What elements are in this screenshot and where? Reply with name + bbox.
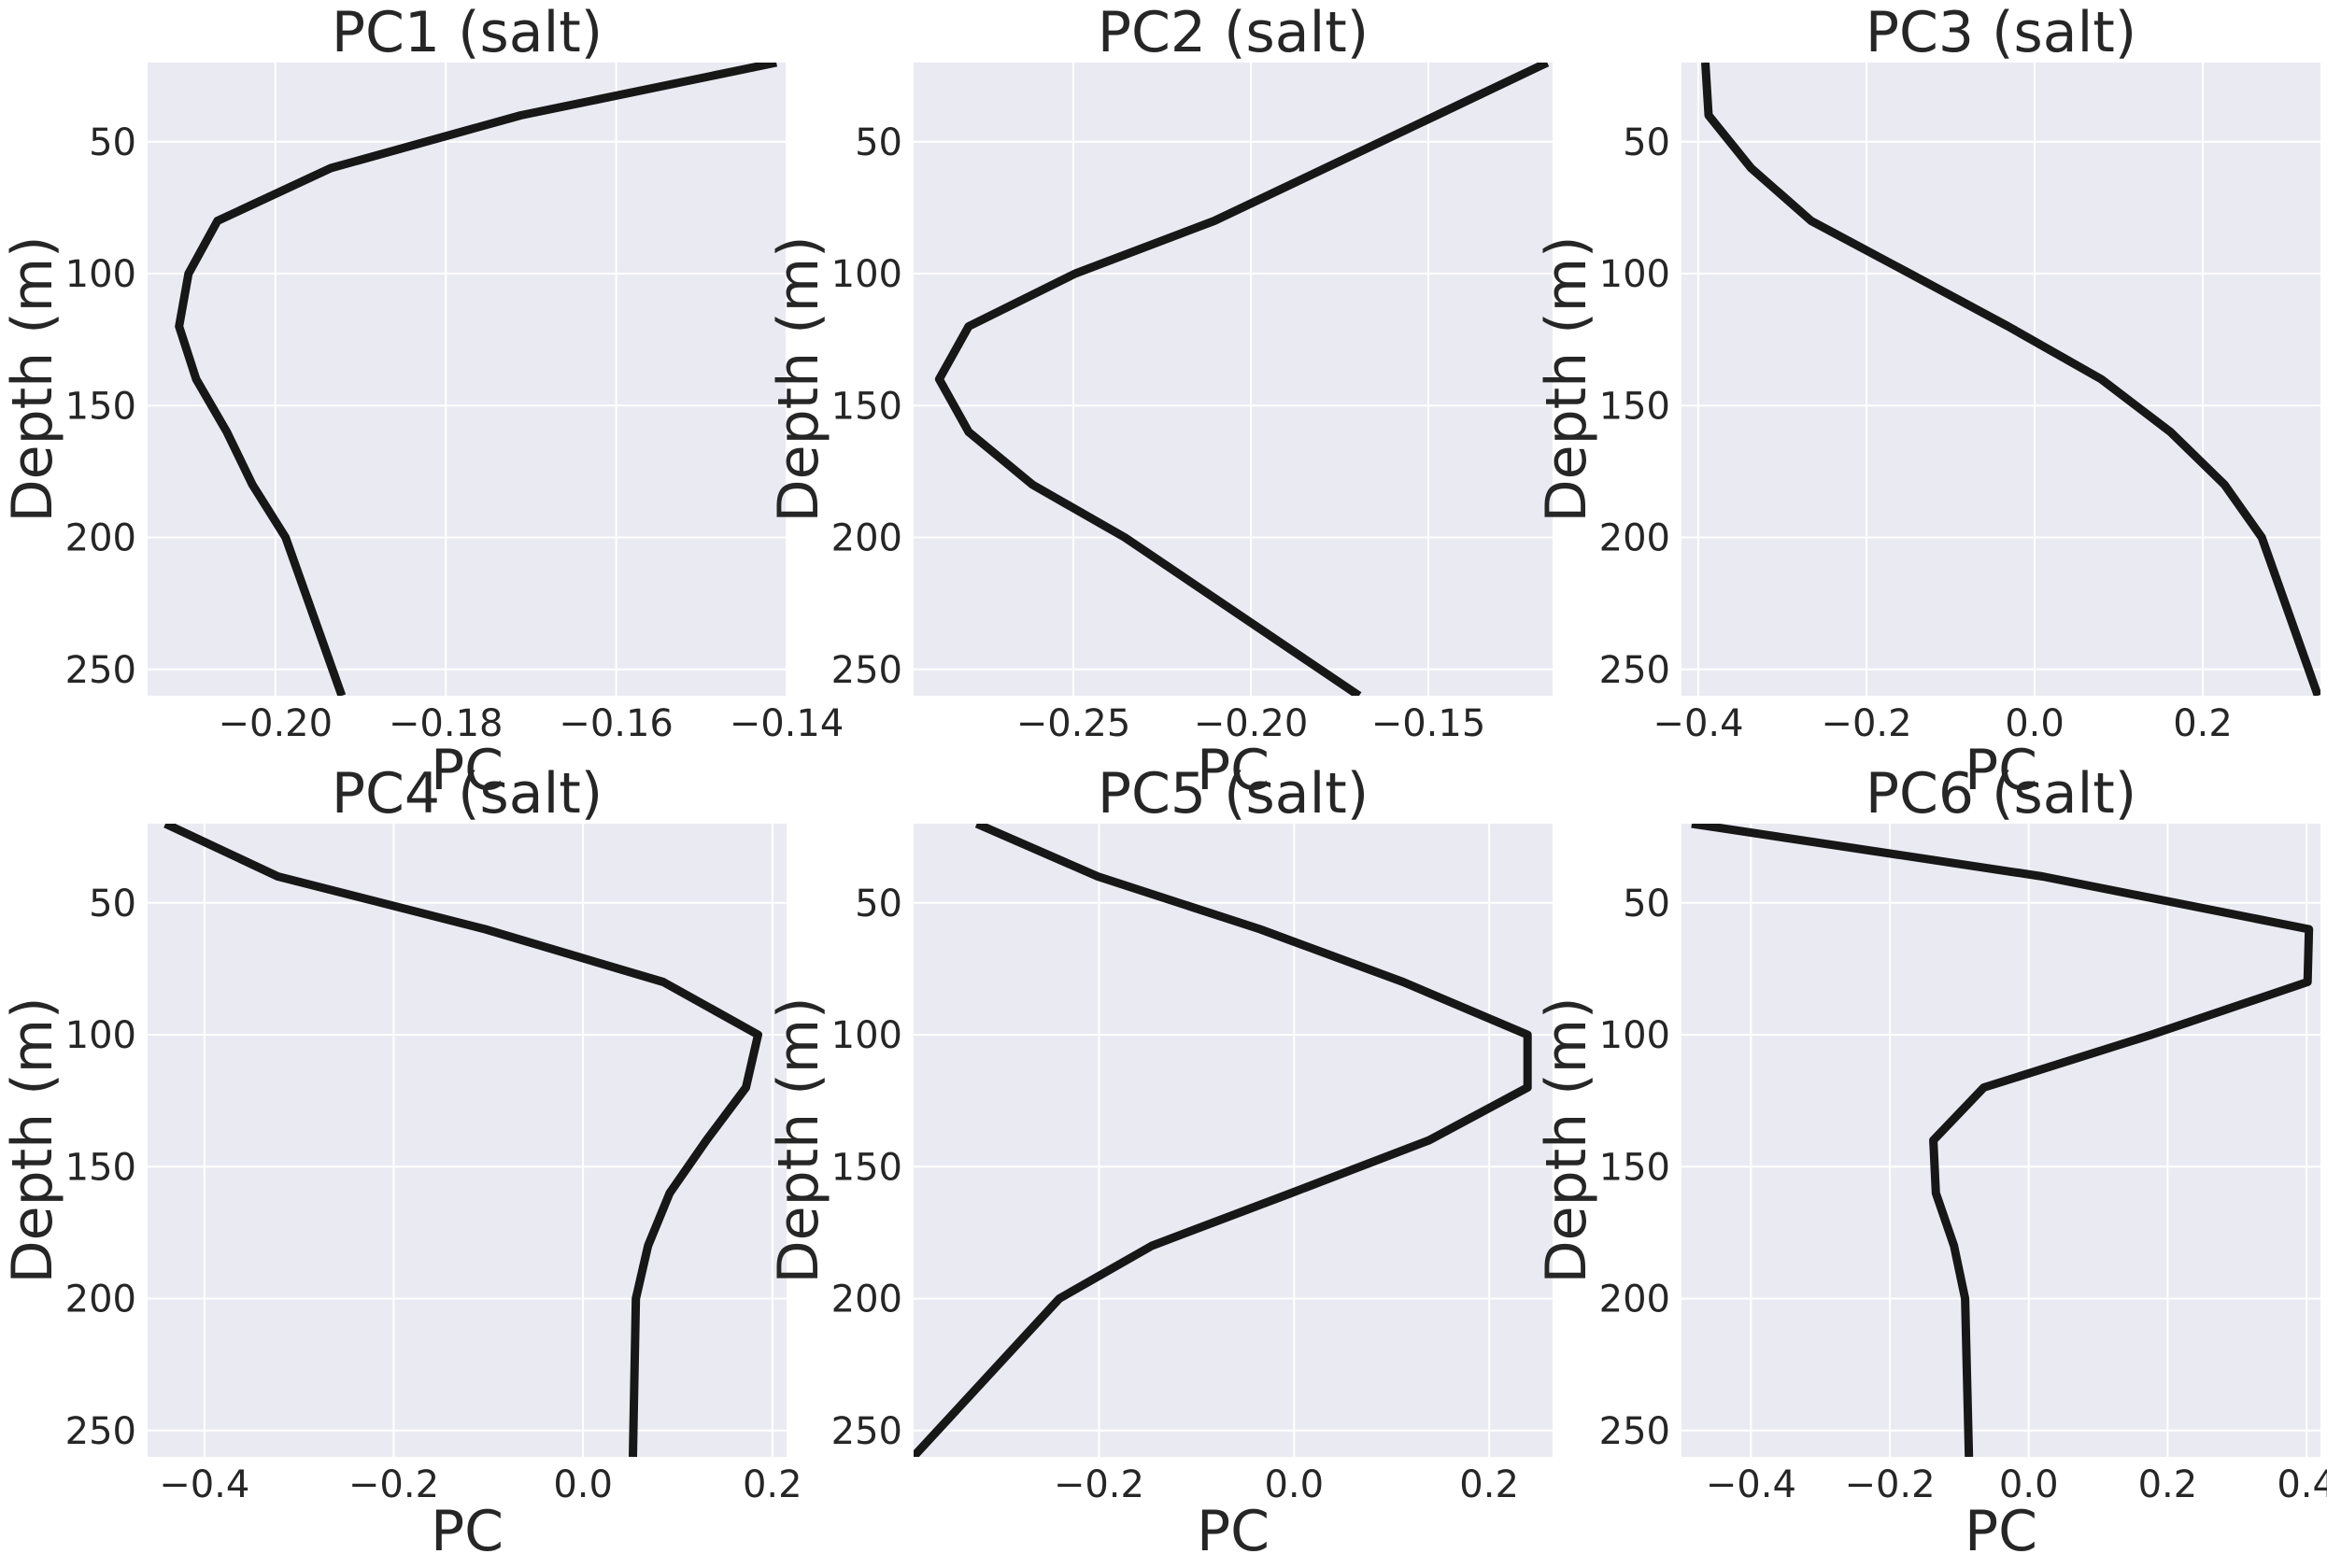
- plot-area: [914, 824, 1553, 1457]
- chart-title: PC2 (salt): [1098, 0, 1369, 65]
- x-tick-label: −0.2: [1844, 1463, 1935, 1506]
- x-tick-label: −0.2: [1054, 1463, 1144, 1506]
- x-tick-label: −0.2: [348, 1463, 439, 1506]
- chart-title: PC3 (salt): [1866, 0, 2136, 65]
- x-tick-label: 0.0: [2005, 702, 2065, 745]
- x-tick-label: 0.2: [2138, 1463, 2198, 1506]
- x-tick-label: 0.4: [2277, 1463, 2327, 1506]
- y-axis-label: Depth (m): [1534, 996, 1599, 1283]
- y-tick-label: 250: [65, 649, 136, 692]
- y-tick-label: 200: [1599, 517, 1670, 560]
- x-axis-label: PC: [1197, 738, 1270, 803]
- profile-line-pc4: [163, 824, 762, 1457]
- y-tick-label: 100: [831, 1014, 902, 1057]
- panel-pc1: −0.20 −0.18 −0.16 −0.14 50 100 150 200 250 PC1 (s…: [0, 0, 844, 803]
- y-tick-label: 150: [831, 385, 902, 428]
- y-tick-label: 150: [831, 1146, 902, 1189]
- y-axis-label: Depth (m): [766, 996, 831, 1283]
- x-tick-label: −0.16: [559, 702, 674, 745]
- x-tick-label: −0.14: [730, 702, 844, 745]
- y-tick-label: 100: [831, 253, 902, 296]
- y-tick-label: 100: [65, 253, 136, 296]
- profile-line-pc3: [1701, 63, 2320, 696]
- x-tick-label: 0.0: [553, 1463, 613, 1506]
- y-tick-label: 250: [65, 1410, 136, 1453]
- y-tick-label: 100: [1599, 1014, 1670, 1057]
- y-tick-label: 250: [1599, 649, 1670, 692]
- plot-area: [148, 824, 787, 1457]
- chart-title: PC6 (salt): [1866, 761, 2136, 826]
- y-tick-label: 100: [65, 1014, 136, 1057]
- x-tick-label: −0.4: [159, 1463, 249, 1506]
- plot-area: [1681, 63, 2320, 696]
- x-tick-label: −0.4: [1653, 702, 1743, 745]
- y-tick-label: 200: [65, 1278, 136, 1321]
- y-tick-label: 50: [89, 883, 136, 925]
- y-tick-label: 200: [1599, 1278, 1670, 1321]
- x-axis-label: PC: [1197, 1499, 1270, 1564]
- chart-title: PC4 (salt): [332, 761, 603, 826]
- y-tick-label: 50: [1623, 121, 1670, 164]
- plot-area: [914, 63, 1553, 696]
- profile-line-pc1: [175, 63, 778, 696]
- profile-line-pc6: [1691, 824, 2314, 1457]
- panel-pc5: −0.2 0.0 0.2 50 100 150 200 250 PC5 (salt) PC Dept…: [766, 761, 1553, 1564]
- x-tick-label: −0.15: [1371, 702, 1486, 745]
- x-axis-label: PC: [431, 738, 504, 803]
- x-tick-label: 0.0: [1264, 1463, 1324, 1506]
- y-tick-label: 150: [65, 385, 136, 428]
- x-tick-label: 0.2: [2173, 702, 2233, 745]
- profile-line-pc2: [934, 63, 1550, 696]
- y-tick-label: 200: [831, 1278, 902, 1321]
- y-tick-label: 100: [1599, 253, 1670, 296]
- y-tick-label: 200: [831, 517, 902, 560]
- panel-pc6: −0.4 −0.2 0.0 0.2 0.4 50 100 150 200 250 PC6 (salt…: [1534, 761, 2327, 1564]
- y-axis-label: Depth (m): [0, 996, 65, 1283]
- y-tick-label: 50: [855, 121, 902, 164]
- panel-pc4: −0.4 −0.2 0.0 0.2 50 100 150 200 250 PC4 (salt) PC…: [0, 761, 802, 1564]
- y-tick-label: 200: [65, 517, 136, 560]
- x-tick-label: −0.18: [389, 702, 504, 745]
- x-axis-label: PC: [1965, 1499, 2037, 1564]
- y-axis-label: Depth (m): [1534, 235, 1599, 522]
- panel-pc3: −0.4 −0.2 0.0 0.2 50 100 150 200 250 PC3 (salt) PC…: [1534, 0, 2320, 803]
- x-tick-label: 0.0: [1999, 1463, 2059, 1506]
- x-tick-label: −0.4: [1706, 1463, 1796, 1506]
- y-tick-label: 250: [1599, 1410, 1670, 1453]
- y-tick-label: 250: [831, 649, 902, 692]
- x-axis-label: PC: [1965, 738, 2037, 803]
- x-tick-label: −0.25: [1016, 702, 1131, 745]
- x-axis-label: PC: [431, 1499, 504, 1564]
- plot-area: [1681, 824, 2320, 1457]
- y-tick-label: 50: [855, 883, 902, 925]
- y-tick-label: 50: [89, 121, 136, 164]
- chart-title: PC1 (salt): [332, 0, 603, 65]
- x-tick-label: 0.2: [743, 1463, 802, 1506]
- profile-line-pc5: [914, 824, 1532, 1457]
- panel-pc2: −0.25 −0.20 −0.15 50 100 150 200 250 PC2 (salt) P…: [766, 0, 1553, 803]
- y-axis-label: Depth (m): [766, 235, 831, 522]
- chart-title: PC5 (salt): [1098, 761, 1369, 826]
- y-axis-label: Depth (m): [0, 235, 65, 522]
- y-tick-label: 250: [831, 1410, 902, 1453]
- x-tick-label: −0.20: [1194, 702, 1309, 745]
- x-tick-label: −0.2: [1821, 702, 1911, 745]
- y-tick-label: 50: [1623, 883, 1670, 925]
- x-tick-label: −0.20: [219, 702, 333, 745]
- y-tick-label: 150: [65, 1146, 136, 1189]
- x-tick-label: 0.2: [1459, 1463, 1519, 1506]
- y-tick-label: 150: [1599, 385, 1670, 428]
- plot-area: [148, 63, 787, 696]
- y-tick-label: 150: [1599, 1146, 1670, 1189]
